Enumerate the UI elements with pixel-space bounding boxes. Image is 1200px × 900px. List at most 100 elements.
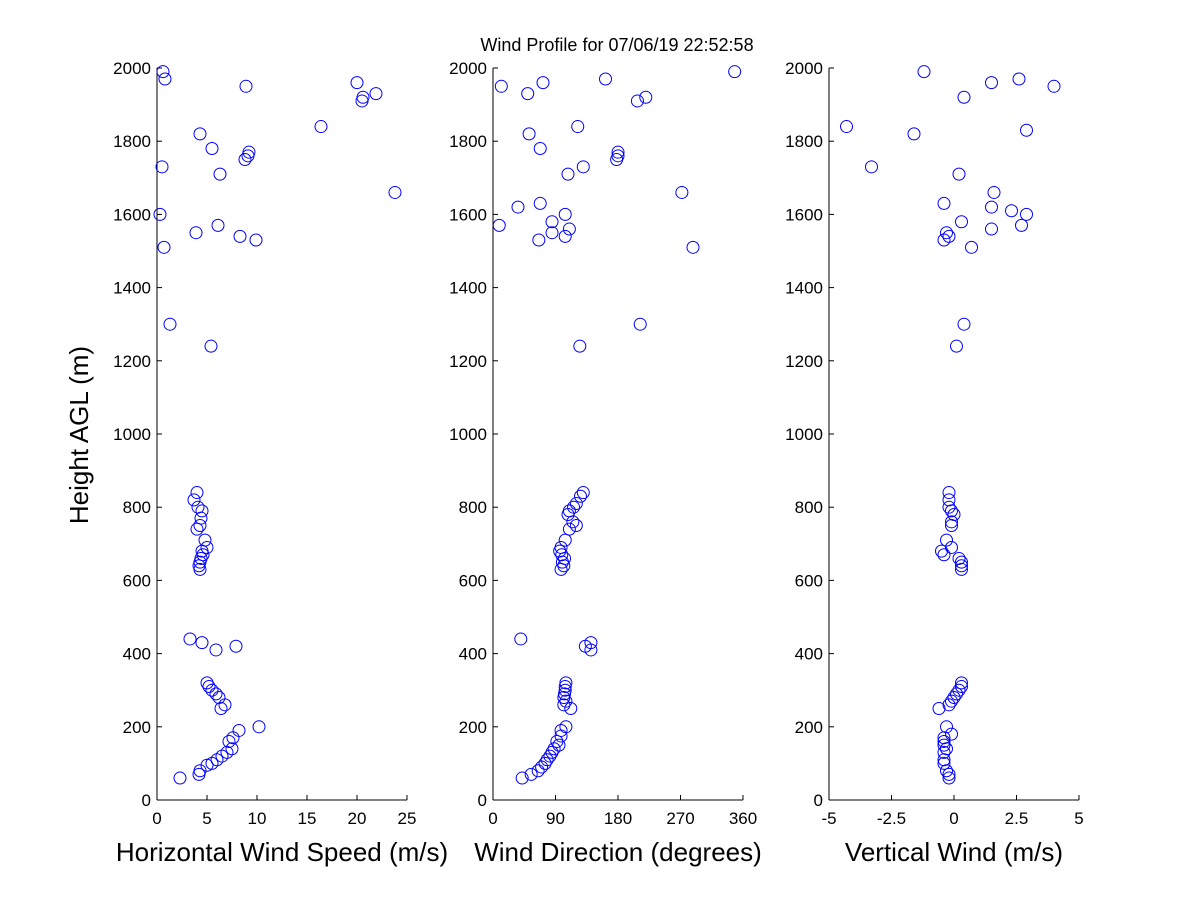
data-point — [194, 551, 208, 565]
data-point — [225, 742, 239, 756]
x-tick-label: 270 — [666, 809, 694, 828]
x-tick-label: 15 — [298, 809, 317, 828]
data-point — [985, 200, 998, 214]
data-point — [369, 87, 383, 101]
data-point — [515, 771, 529, 785]
data-point — [599, 72, 612, 86]
data-point — [942, 771, 956, 785]
data-point — [937, 734, 951, 748]
data-point — [576, 486, 590, 500]
data-point — [521, 87, 535, 101]
data-point — [158, 72, 172, 86]
y-tick-label: 1600 — [785, 205, 823, 224]
data-point — [205, 142, 219, 156]
data-point — [209, 643, 223, 657]
data-point — [356, 90, 370, 104]
data-point — [547, 742, 561, 756]
data-point — [204, 339, 218, 353]
data-point — [226, 731, 240, 745]
chart-title: Wind Profile for 07/06/19 22:52:58 — [480, 35, 753, 55]
data-point — [950, 687, 963, 701]
data-point — [559, 720, 573, 734]
data-point — [554, 723, 568, 737]
data-point — [522, 127, 536, 141]
data-point — [173, 771, 187, 785]
data-point — [350, 76, 364, 90]
data-point — [561, 167, 575, 181]
y-tick-label: 600 — [459, 571, 487, 590]
data-point — [536, 76, 550, 90]
x-axis-label: Vertical Wind (m/s) — [845, 837, 1063, 867]
y-tick-label: 1800 — [785, 132, 823, 151]
y-tick-label: 2000 — [449, 59, 487, 78]
data-point — [205, 683, 219, 697]
data-point — [155, 160, 169, 174]
data-point — [952, 167, 966, 181]
data-point — [554, 540, 568, 554]
data-point — [985, 76, 998, 90]
data-point — [567, 500, 581, 514]
x-tick-label: 360 — [729, 809, 757, 828]
data-point — [955, 555, 968, 569]
data-point — [945, 504, 958, 518]
y-tick-label: 1800 — [113, 132, 151, 151]
data-point — [675, 185, 689, 199]
x-tick-label: 0 — [488, 809, 497, 828]
data-point — [865, 160, 878, 174]
y-tick-label: 2000 — [785, 59, 823, 78]
panel-vertical-wind: 0 200 400 600 800 1000 1200 1400 1600 1800 2000 -5 -… — [785, 59, 1084, 867]
data-point — [940, 226, 953, 240]
y-tick-label: 400 — [459, 645, 487, 664]
data-point — [193, 519, 207, 532]
data-point — [945, 694, 958, 708]
data-point — [193, 127, 207, 141]
y-tick-label: 1000 — [785, 425, 823, 444]
data-point — [957, 317, 971, 331]
data-point — [239, 79, 253, 93]
data-point — [639, 90, 653, 104]
x-tick-label: -2.5 — [877, 809, 906, 828]
data-point — [728, 65, 742, 79]
data-point — [511, 200, 525, 214]
y-tick-label: 1200 — [449, 352, 487, 371]
data-point — [952, 683, 966, 697]
y-tick-label: 0 — [478, 791, 487, 810]
data-point — [907, 127, 921, 141]
y-tick-label: 1400 — [113, 279, 151, 298]
data-point — [218, 698, 232, 712]
data-point — [555, 548, 569, 562]
y-tick-label: 1600 — [449, 205, 487, 224]
data-point — [940, 764, 953, 778]
y-tick-label: 1400 — [785, 279, 823, 298]
data-point — [937, 756, 951, 770]
data-point — [955, 215, 968, 229]
data-point — [1020, 207, 1033, 221]
data-point — [942, 698, 956, 712]
data-point — [987, 185, 1001, 199]
data-point — [573, 339, 587, 353]
data-point — [222, 734, 236, 748]
data-point — [163, 317, 177, 331]
data-point — [183, 632, 197, 646]
data-point — [574, 489, 587, 503]
data-point — [937, 745, 951, 759]
data-point — [571, 120, 585, 134]
panel-wind-direction: 0 200 400 600 800 1000 1200 1400 1600 1800 2000 0 90… — [449, 59, 762, 867]
data-point — [545, 745, 559, 759]
data-point — [232, 723, 246, 737]
data-point — [531, 764, 545, 778]
data-point — [545, 215, 559, 229]
data-point — [952, 551, 966, 565]
data-point — [212, 691, 226, 705]
y-axis-label: Height AGL (m) — [64, 346, 94, 524]
data-point — [1020, 123, 1033, 137]
y-tick-label: 200 — [459, 718, 487, 737]
x-tick-label: 10 — [248, 809, 267, 828]
data-point — [940, 533, 953, 547]
data-point — [1047, 79, 1061, 93]
y-tick-label: 600 — [123, 571, 151, 590]
y-tick-label: 200 — [123, 718, 151, 737]
data-point — [559, 676, 573, 690]
x-tick-label: 0 — [152, 809, 161, 828]
data-point — [198, 533, 212, 547]
